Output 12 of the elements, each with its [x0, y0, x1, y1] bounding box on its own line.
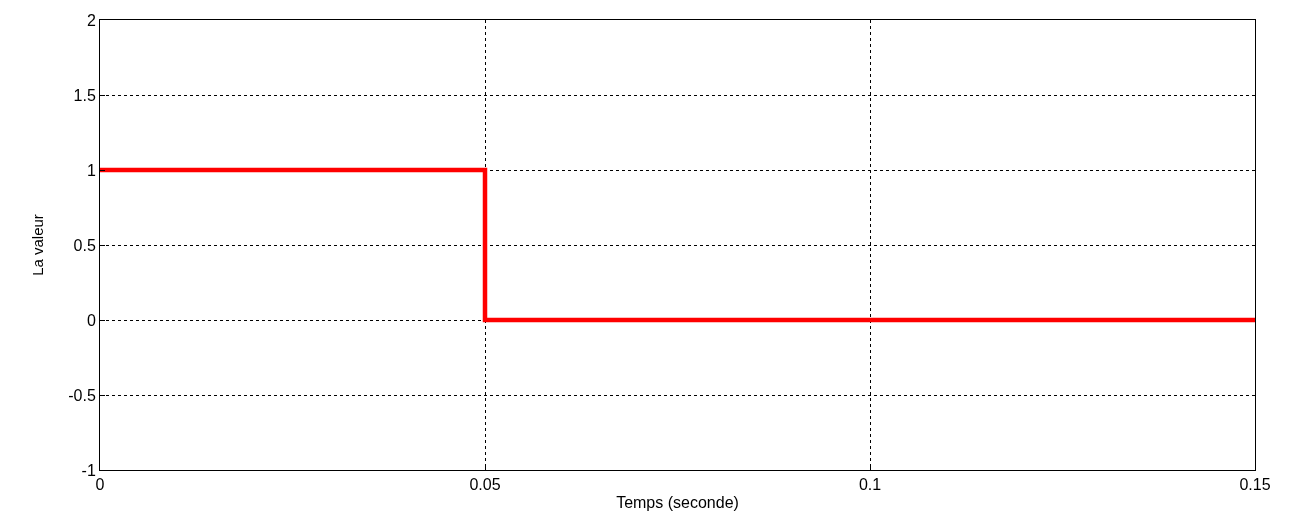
y-tick-label: -0.5: [68, 386, 96, 404]
x-tick-label: 0.05: [469, 476, 501, 494]
y-tick-label: 1: [86, 161, 96, 179]
y-tick-label: 0: [86, 311, 96, 329]
y-axis-title: La valeur: [29, 214, 47, 276]
y-tick-label: 0.5: [73, 236, 96, 254]
x-tick-label: 0.15: [1239, 476, 1271, 494]
y-tick-label: 1.5: [73, 86, 96, 104]
y-tick-label: 2: [86, 11, 96, 29]
x-axis-title: Temps (seconde): [616, 493, 739, 511]
y-tick-label: -1: [81, 461, 96, 479]
x-tick-label: 0.1: [858, 476, 882, 494]
